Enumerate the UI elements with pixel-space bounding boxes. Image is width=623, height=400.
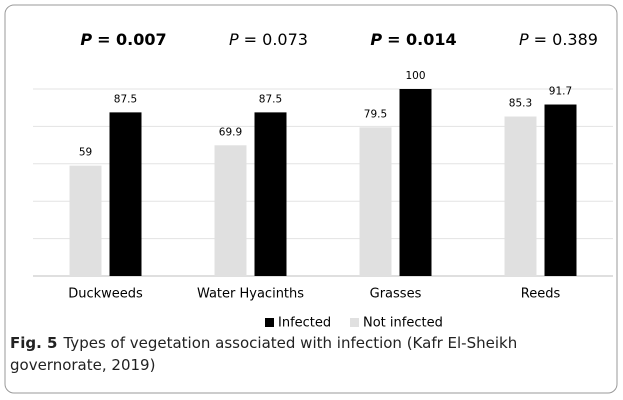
bar (544, 104, 577, 276)
value-label: 87.5 (114, 93, 137, 105)
p-symbol: P (80, 30, 92, 49)
caption-label: Fig. 5 (10, 334, 58, 352)
bar (399, 89, 432, 276)
p-value: P = 0.007 (80, 30, 166, 49)
p-value: P = 0.073 (229, 30, 308, 49)
value-label: 69.9 (219, 126, 242, 138)
x-tick-label: Water Hyacinths (197, 287, 304, 302)
legend-label: Not infected (363, 316, 443, 331)
legend-label: Infected (278, 316, 331, 331)
value-label: 100 (405, 70, 425, 82)
x-tick-label: Grasses (370, 287, 422, 302)
p-text: = 0.073 (244, 30, 308, 49)
bar (504, 116, 537, 276)
value-label: 59 (79, 147, 92, 159)
legend-swatch (350, 318, 359, 327)
value-label: 91.7 (549, 86, 572, 98)
caption: Fig. 5 Types of vegetation associated wit… (10, 332, 610, 376)
p-text: = 0.014 (387, 30, 457, 49)
caption-text: Types of vegetation associated with infe… (10, 334, 518, 374)
bar (254, 112, 287, 276)
p-value: P = 0.389 (519, 30, 598, 49)
p-value: P = 0.014 (370, 30, 456, 49)
frame (4, 4, 618, 394)
p-symbol: P (370, 30, 382, 49)
value-label: 87.5 (259, 93, 282, 105)
x-tick-label: Duckweeds (68, 287, 143, 302)
p-symbol: P (519, 30, 529, 49)
legend-swatch (265, 318, 274, 327)
bar (69, 165, 102, 276)
value-label: 79.5 (364, 108, 387, 120)
x-tick-label: Reeds (521, 287, 561, 302)
p-text: = 0.389 (534, 30, 598, 49)
p-text: = 0.007 (97, 30, 167, 49)
p-symbol: P (229, 30, 239, 49)
bar (214, 145, 247, 276)
bar (359, 127, 392, 277)
value-label: 85.3 (509, 97, 532, 109)
bar (109, 112, 142, 276)
